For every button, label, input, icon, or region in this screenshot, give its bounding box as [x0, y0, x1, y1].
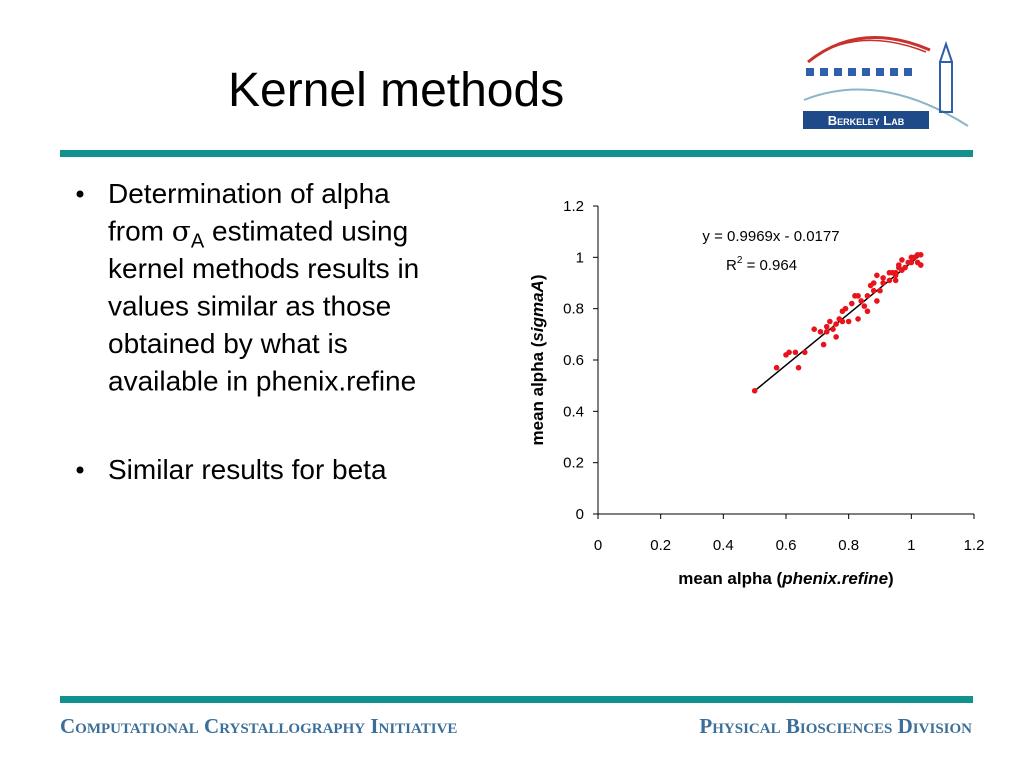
footer-right: Physical Biosciences Division: [699, 714, 972, 738]
bullets: Determination of alpha from σA estimated …: [76, 178, 419, 485]
y-axis-title: mean alpha (sigmaA): [528, 274, 547, 445]
x-tick-label: 1.2: [964, 537, 985, 554]
logo: Berkeley Lab: [803, 36, 969, 129]
x-axis-title: mean alpha (phenix.refine): [678, 569, 893, 588]
scatter-point: [864, 308, 871, 315]
scatter-point: [849, 300, 855, 307]
chart: 0 0.2 0.4 0.6 0.8 1 1.2 0 0.2 0.4 0.6 0.8 1 1.2 mean a…: [528, 198, 984, 588]
y-tick-label: 0.4: [563, 403, 584, 420]
bullet-text: Determination of alpha: [108, 178, 390, 209]
bullet-line: obtained by what is: [108, 328, 348, 359]
scatter-point: [908, 259, 915, 266]
y-tick-label: 0.2: [563, 455, 584, 472]
x-tick-label: 0.8: [838, 537, 859, 554]
axis-title-part: mean alpha (: [678, 569, 782, 588]
x-tick-label: 0.4: [713, 537, 734, 554]
bullet-line: available in phenix.refine: [108, 366, 416, 397]
bullet-text: kernel methods results in: [108, 253, 419, 284]
scatter-point: [899, 257, 905, 263]
bullet-line: Determination of alpha: [108, 178, 390, 209]
r-squared-part: = 0.964: [742, 257, 797, 274]
scatter-point: [786, 349, 792, 356]
x-tick-label: 0.6: [776, 537, 797, 554]
bullet-text: available in phenix.refine: [108, 366, 416, 397]
scatter-point: [833, 321, 839, 327]
scatter-point: [830, 326, 836, 333]
r-squared-sup: 2: [737, 255, 743, 266]
bullet-text: obtained by what is: [108, 328, 348, 359]
x-tick-label: 1: [907, 537, 915, 554]
scatter-point: [892, 272, 899, 279]
scatter-point: [823, 328, 830, 335]
scatter-point: [896, 262, 902, 268]
y-tick-label: 1.2: [563, 198, 584, 215]
axis-title-part: sigmaA: [528, 280, 547, 341]
scatter-point: [802, 349, 808, 356]
scatter-point: [817, 328, 824, 335]
scatter-point: [902, 264, 908, 271]
scatter-point: [864, 293, 871, 299]
bullet-text: estimated using: [204, 216, 408, 247]
symbol: σ: [172, 215, 191, 248]
axis-title-part: ): [528, 274, 547, 280]
x-tick-label: 0.2: [650, 537, 671, 554]
bullet-line: from σA estimated using: [108, 215, 408, 253]
y-tick-label: 1: [576, 249, 584, 266]
scatter-point: [880, 280, 886, 286]
footer-left: Computational Crystallography Initiative: [60, 714, 457, 738]
bullet-dot: [76, 190, 84, 198]
scatter-point: [811, 326, 817, 333]
bullet-line: Similar results for beta: [108, 454, 387, 485]
scatter-point: [867, 282, 874, 289]
scatter-point: [842, 305, 849, 312]
scatter-point: [823, 323, 830, 330]
bullet-line: values similar as those: [108, 291, 391, 322]
scatter-point: [877, 287, 883, 294]
scatter-point: [917, 251, 924, 258]
scatter-point: [880, 275, 886, 281]
scatter-point: [820, 341, 827, 348]
scatter-point: [874, 298, 880, 304]
scatter-point: [855, 316, 861, 322]
subscript: A: [191, 231, 205, 253]
logo-text: Berkeley Lab: [828, 113, 905, 128]
scatter-point: [858, 298, 864, 304]
scatter-point: [874, 272, 880, 279]
scatter-point: [917, 262, 924, 268]
y-tick-label: 0.6: [563, 352, 584, 369]
y-tick-label: 0.8: [563, 301, 584, 318]
slide-title: Kernel methods: [228, 64, 564, 117]
x-tick-label: 0: [594, 537, 602, 554]
scatter-point: [751, 388, 758, 394]
axis-title-part: phenix.refine: [781, 569, 888, 588]
axis-title-part: ): [888, 569, 894, 588]
scatter-point: [773, 364, 780, 371]
bullet-text: values similar as those: [108, 291, 391, 322]
scatter-point: [855, 293, 861, 299]
top-rule: [60, 150, 973, 157]
scatter-point: [845, 318, 852, 325]
bottom-rule: [60, 696, 973, 703]
scatter-point: [870, 287, 877, 294]
bullet-text: Similar results for beta: [108, 454, 387, 485]
y-tick-label: 0: [576, 506, 584, 523]
axis-title-part: mean alpha (: [528, 341, 547, 445]
scatter-point: [839, 318, 846, 325]
r-squared: R2 = 0.964: [726, 255, 797, 274]
r-squared-part: R: [726, 257, 737, 274]
scatter-point: [886, 277, 893, 284]
bullet-text: from: [108, 216, 172, 247]
bullet-line: kernel methods results in: [108, 253, 419, 284]
scatter-point: [795, 364, 802, 371]
scatter-point: [861, 303, 868, 309]
equation: y = 0.9969x - 0.0177: [702, 228, 839, 245]
scatter-point: [892, 277, 899, 284]
bullet-dot: [76, 466, 84, 474]
scatter-point: [833, 334, 839, 340]
scatter-point: [792, 349, 799, 356]
scatter-point: [827, 318, 833, 325]
